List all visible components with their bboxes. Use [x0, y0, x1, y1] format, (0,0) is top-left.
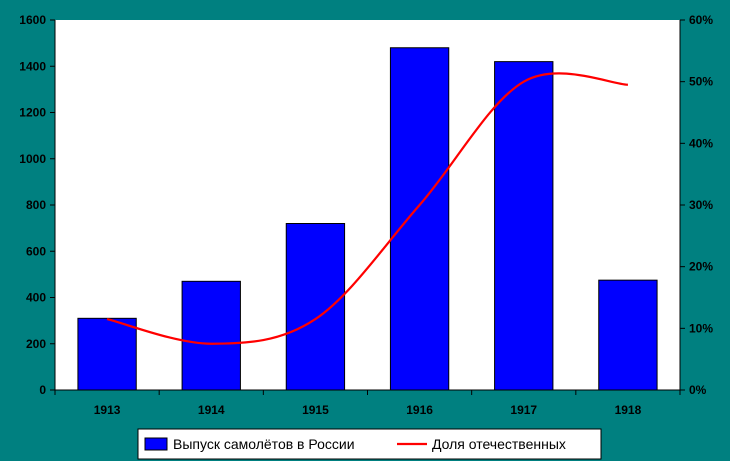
- x-tick-label: 1914: [198, 403, 225, 417]
- y-axis-left-ticks: 0 200 400 600 800 1000 1200 1400 1600: [19, 13, 55, 397]
- x-tick-label: 1915: [302, 403, 329, 417]
- legend-swatch-bar: [144, 437, 168, 451]
- y-tick-label: 1200: [19, 106, 46, 120]
- x-tick-label: 1918: [615, 403, 642, 417]
- x-tick-label: 1917: [510, 403, 537, 417]
- y-tick-label: 1600: [19, 13, 46, 27]
- bar-series: [77, 47, 658, 391]
- x-tick-label: 1916: [406, 403, 433, 417]
- bar-1915: [285, 223, 346, 391]
- y-tick-label: 1000: [19, 152, 46, 166]
- y2-tick-label: 60%: [689, 13, 713, 27]
- line-series-share: [106, 72, 628, 345]
- y-axis-right-ticks: 0% 10% 20% 30% 40% 50% 60%: [680, 13, 713, 397]
- legend: Выпуск самолётов в России Доля отечестве…: [137, 428, 602, 460]
- bar-1918: [598, 279, 658, 391]
- y-tick-label: 800: [26, 198, 46, 212]
- x-tick-label: 1913: [94, 403, 121, 417]
- bar-1914: [181, 280, 241, 391]
- y2-tick-label: 0%: [689, 383, 707, 397]
- legend-label-bar: Выпуск самолётов в России: [173, 436, 355, 452]
- plot-area: [55, 20, 680, 390]
- y-tick-label: 0: [39, 383, 46, 397]
- bar-1913: [77, 317, 137, 391]
- y2-tick-label: 10%: [689, 321, 713, 335]
- x-axis-ticks: 1913 1914 1915 1916 1917 1918: [54, 390, 681, 417]
- bar-1916: [389, 47, 450, 391]
- bar-1917: [494, 61, 554, 391]
- y2-tick-label: 20%: [689, 260, 713, 274]
- y2-tick-label: 40%: [689, 136, 713, 150]
- legend-box: [137, 428, 602, 460]
- y2-tick-label: 30%: [689, 198, 713, 212]
- legend-label-line: Доля отечественных: [432, 436, 566, 452]
- y2-tick-label: 50%: [689, 75, 713, 89]
- y-tick-label: 200: [26, 337, 46, 351]
- y-tick-label: 400: [26, 291, 46, 305]
- y-tick-label: 1400: [19, 59, 46, 73]
- y-tick-label: 600: [26, 244, 46, 258]
